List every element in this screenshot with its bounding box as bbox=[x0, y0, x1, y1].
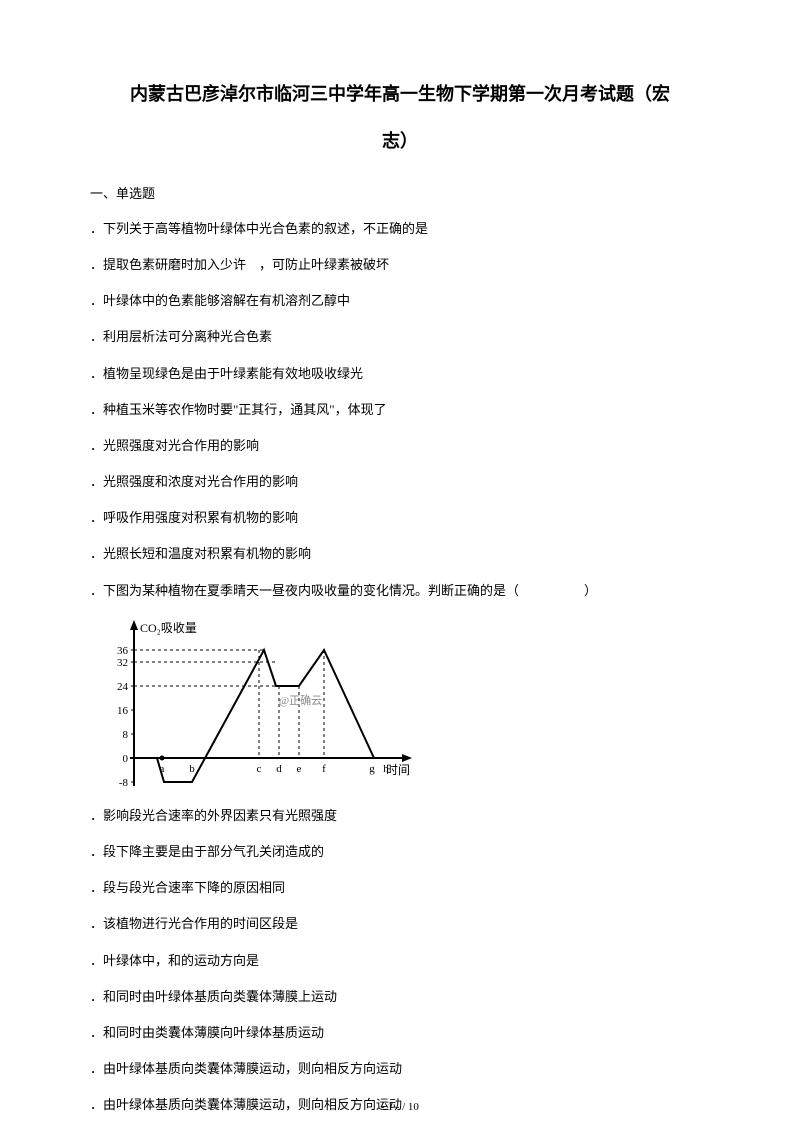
svg-text:36: 36 bbox=[117, 645, 129, 657]
svg-text:c: c bbox=[257, 763, 262, 775]
chart-svg: -8 0 8 16 24 3236 CO₂吸收量时间 a b c d e f gh @正确云 bbox=[94, 618, 414, 788]
svg-text:b: b bbox=[189, 763, 195, 775]
svg-text:a: a bbox=[160, 763, 165, 775]
question-line: ．下图为某种植物在夏季晴天一昼夜内吸收量的变化情况。判断正确的是（ ） bbox=[90, 582, 710, 600]
question-line: ．段下降主要是由于部分气孔关闭造成的 bbox=[90, 843, 710, 861]
svg-text:16: 16 bbox=[117, 705, 129, 717]
svg-text:-8: -8 bbox=[119, 777, 129, 788]
question-line: ．和同时由类囊体薄膜向叶绿体基质运动 bbox=[90, 1024, 710, 1042]
question-line: ．叶绿体中的色素能够溶解在有机溶剂乙醇中 bbox=[90, 292, 710, 310]
svg-text:f: f bbox=[322, 763, 326, 775]
co2-absorption-chart: -8 0 8 16 24 3236 CO₂吸收量时间 a b c d e f gh @正确云 bbox=[94, 618, 710, 793]
svg-text:24: 24 bbox=[117, 681, 129, 693]
svg-text:e: e bbox=[297, 763, 302, 775]
question-line: ．由叶绿体基质向类囊体薄膜运动，则向相反方向运动 bbox=[90, 1060, 710, 1078]
question-line: ．光照长短和温度对积累有机物的影响 bbox=[90, 545, 710, 563]
svg-text:h: h bbox=[383, 763, 389, 775]
svg-text:0: 0 bbox=[123, 753, 129, 765]
svg-text:CO₂吸收量: CO₂吸收量 bbox=[140, 621, 197, 635]
doc-subtitle: 志） bbox=[90, 127, 710, 153]
question-line: ．和同时由叶绿体基质向类囊体薄膜上运动 bbox=[90, 988, 710, 1006]
section-heading: 一、单选题 bbox=[90, 183, 710, 202]
doc-title: 内蒙古巴彦淖尔市临河三中学年高一生物下学期第一次月考试题（宏 bbox=[90, 80, 710, 109]
question-line: ．光照强度和浓度对光合作用的影响 bbox=[90, 473, 710, 491]
question-line: ．种植玉米等农作物时要"正其行，通其风"，体现了 bbox=[90, 401, 710, 419]
question-line: ．影响段光合速率的外界因素只有光照强度 bbox=[90, 807, 710, 825]
svg-text:时间: 时间 bbox=[386, 763, 410, 777]
question-line: ．光照强度对光合作用的影响 bbox=[90, 437, 710, 455]
question-line: ．植物呈现绿色是由于叶绿素能有效地吸收绿光 bbox=[90, 365, 710, 383]
svg-text:@正确云: @正确云 bbox=[279, 694, 322, 707]
svg-text:8: 8 bbox=[123, 729, 129, 741]
svg-text:d: d bbox=[276, 763, 282, 775]
question-line: ．段与段光合速率下降的原因相同 bbox=[90, 879, 710, 897]
question-line: ．该植物进行光合作用的时间区段是 bbox=[90, 915, 710, 933]
page-footer: - 1 - / 10 bbox=[0, 1101, 800, 1113]
svg-text:g: g bbox=[369, 763, 375, 775]
svg-text:32: 32 bbox=[117, 657, 128, 669]
question-line: ．下列关于高等植物叶绿体中光合色素的叙述，不正确的是 bbox=[90, 220, 710, 238]
question-line: ．叶绿体中，和的运动方向是 bbox=[90, 952, 710, 970]
question-line: ．提取色素研磨时加入少许 ，可防止叶绿素被破坏 bbox=[90, 256, 710, 274]
question-line: ．呼吸作用强度对积累有机物的影响 bbox=[90, 509, 710, 527]
question-line: ．利用层析法可分离种光合色素 bbox=[90, 328, 710, 346]
